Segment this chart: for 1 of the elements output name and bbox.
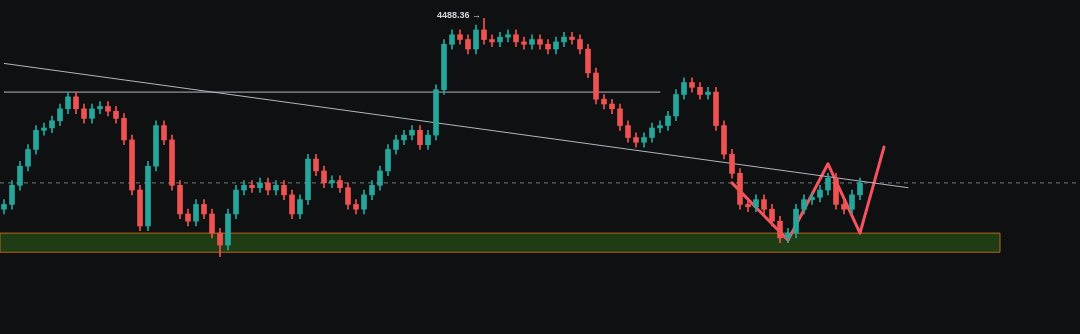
annotation: 4488.36 → [436,10,481,21]
